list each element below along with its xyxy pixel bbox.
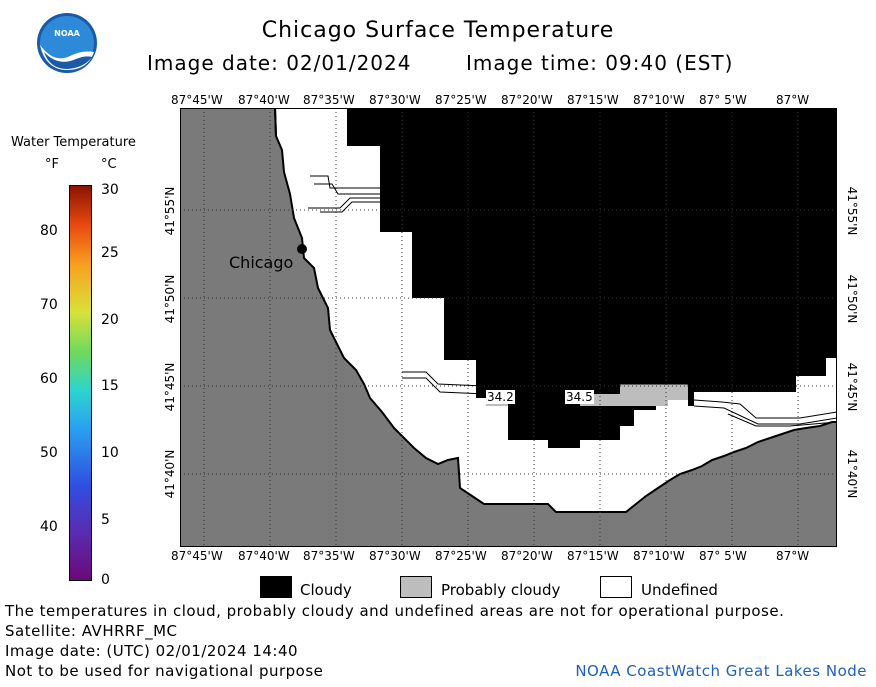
lat-tick: 41°50'N <box>845 274 859 324</box>
lon-tick: 87°15'W <box>567 549 619 563</box>
lon-tick: 87°10'W <box>633 549 685 563</box>
lon-tick: 87°15'W <box>567 93 619 107</box>
lat-tick: 41°40'N <box>163 449 177 499</box>
unit-celsius: °C <box>101 157 117 172</box>
c-tick: 0 <box>101 572 110 588</box>
utc-date-text: Image date: (UTC) 02/01/2024 14:40 <box>5 642 299 660</box>
lat-tick: 41°40'N <box>845 449 859 499</box>
f-tick: 50 <box>40 445 58 461</box>
lon-tick: 87°25'W <box>435 93 487 107</box>
lon-tick: 87°35'W <box>303 93 355 107</box>
navigation-warning: Not to be used for navigational purpose <box>5 662 324 680</box>
lon-tick: 87°40'W <box>238 93 290 107</box>
legend-cloudy-swatch <box>260 576 292 598</box>
legend-undefined-label: Undefined <box>641 581 718 599</box>
lon-tick: 87°20'W <box>501 549 553 563</box>
lat-tick: 41°55'N <box>163 186 177 236</box>
temp-label: 34.5 <box>565 390 594 404</box>
lon-tick: 87°40'W <box>238 549 290 563</box>
colorbar <box>69 185 92 581</box>
legend-cloudy-label: Cloudy <box>300 581 352 599</box>
legend-undefined-swatch <box>600 576 632 598</box>
lat-tick: 41°45'N <box>163 362 177 412</box>
lon-tick: 87°35'W <box>303 549 355 563</box>
map-panel <box>180 108 837 547</box>
image-date: Image date: 02/01/2024 <box>147 51 412 75</box>
lon-tick: 87°45'W <box>171 549 223 563</box>
lon-tick: 87°30'W <box>369 93 421 107</box>
lon-tick: 87°W <box>776 549 810 563</box>
f-tick: 70 <box>40 297 58 313</box>
colorbar-title: Water Temperature <box>11 135 136 150</box>
disclaimer-text: The temperatures in cloud, probably clou… <box>5 602 785 620</box>
c-tick: 15 <box>101 378 119 394</box>
graticule <box>180 108 837 547</box>
cloud-area <box>347 108 837 448</box>
lon-tick: 87° 5'W <box>699 549 747 563</box>
c-tick: 20 <box>101 312 119 328</box>
c-tick: 10 <box>101 445 119 461</box>
legend-probably-cloudy-swatch <box>400 576 432 598</box>
page-title: Chicago Surface Temperature <box>261 18 615 43</box>
lon-tick: 87°45'W <box>171 93 223 107</box>
lat-tick: 41°45'N <box>845 362 859 412</box>
image-time: Image time: 09:40 (EST) <box>466 51 734 75</box>
lon-tick: 87° 5'W <box>699 93 747 107</box>
noaa-logo: NOAA <box>37 13 97 73</box>
f-tick: 80 <box>40 223 58 239</box>
coastline <box>274 108 277 137</box>
chicago-marker <box>297 244 307 254</box>
temp-label: 34.2 <box>486 390 515 404</box>
lon-tick: 87°20'W <box>501 93 553 107</box>
credit-text: NOAA CoastWatch Great Lakes Node <box>575 662 867 680</box>
f-tick: 60 <box>40 371 58 387</box>
lon-tick: 87°25'W <box>435 549 487 563</box>
c-tick: 25 <box>101 245 119 261</box>
legend-probably-cloudy-label: Probably cloudy <box>441 581 561 599</box>
lat-tick: 41°55'N <box>845 186 859 236</box>
lon-tick: 87°W <box>776 93 810 107</box>
f-tick: 40 <box>40 519 58 535</box>
c-tick: 5 <box>101 512 110 528</box>
harbor-lines <box>308 175 837 427</box>
c-tick: 30 <box>101 182 119 198</box>
city-label: Chicago <box>229 253 294 272</box>
lat-tick: 41°50'N <box>163 274 177 324</box>
lon-tick: 87°10'W <box>633 93 685 107</box>
map-border <box>180 108 837 547</box>
satellite-text: Satellite: AVHRRF_MC <box>5 622 178 640</box>
logo-text: NOAA <box>54 29 80 38</box>
unit-fahrenheit: °F <box>45 157 59 172</box>
lon-tick: 87°30'W <box>369 549 421 563</box>
land-area <box>180 108 837 547</box>
